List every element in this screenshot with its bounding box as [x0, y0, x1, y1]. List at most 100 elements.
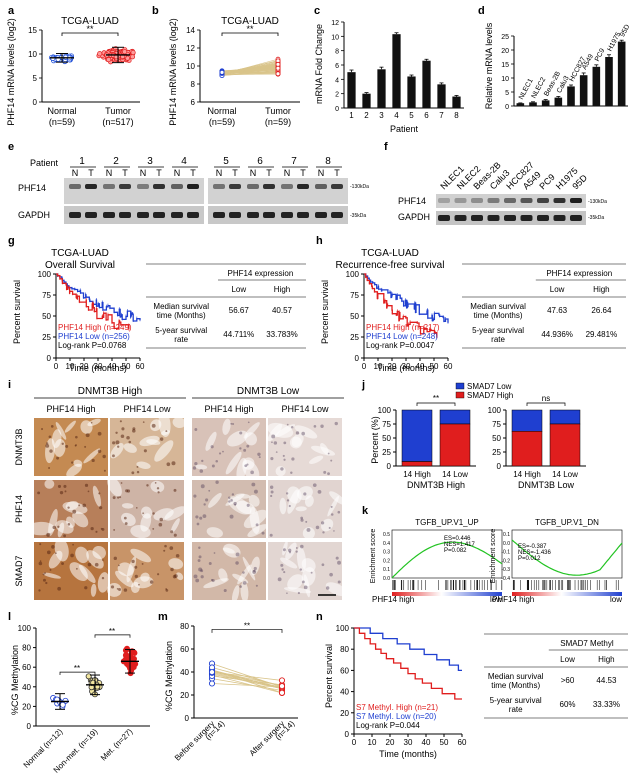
nucleus [103, 469, 106, 472]
x-tick-label: 30 [402, 362, 411, 371]
panel-letter: c [314, 5, 320, 17]
scatter-point [129, 54, 136, 60]
nucleus [270, 457, 274, 461]
nucleus [118, 564, 120, 567]
blot-bands [69, 184, 343, 218]
nucleus [87, 562, 92, 567]
significance-bracket [526, 402, 566, 406]
nucleus [142, 421, 145, 423]
legend-entry: S7 Methyl. Low (n=20) [356, 712, 437, 721]
km-plot: 0 10 20 30 40 50 60 0 25 50 75 100 PHF14 High (n=217… [346, 270, 453, 371]
band-gapdh [187, 212, 199, 218]
y-axis-label: PHF14 mRNA levels (log2) [6, 18, 16, 126]
patient-number: 1 [79, 156, 85, 167]
band-gapdh [153, 212, 165, 218]
x-axis-label: Time (months) [377, 363, 435, 373]
nucleus [287, 548, 292, 553]
scatter-point [275, 71, 281, 77]
x-axis-label: Patient [390, 124, 419, 134]
category-label: 3 [379, 111, 384, 120]
band-gapdh [331, 212, 343, 218]
bar [516, 103, 525, 106]
nucleus [54, 552, 57, 555]
y-tick-label: 100 [336, 624, 350, 633]
column-label: PHF14 Low [281, 404, 329, 414]
x-tick-label: 20 [388, 362, 397, 371]
nucleus [102, 454, 106, 459]
nucleus [223, 588, 227, 593]
patient-number: 8 [325, 156, 331, 167]
panel-a: a TCGA-LUAD PHF14 mRNA levels (log2) 0 5 1… [6, 5, 140, 127]
nucleus [300, 518, 304, 522]
nucleus [169, 546, 174, 550]
nucleus [175, 553, 180, 558]
lane-label: N [174, 168, 181, 178]
y-tick-label: 0.4 [383, 541, 390, 547]
lumen [130, 548, 152, 563]
y-tick-label: 0.1 [503, 532, 510, 538]
y-tick-label: 0 [33, 98, 38, 107]
lumen [75, 546, 89, 564]
nucleus [84, 445, 87, 448]
nucleus [75, 567, 78, 570]
nucleus [282, 454, 285, 457]
panel-letter: k [362, 505, 369, 517]
y-tick-label: 40 [22, 683, 31, 692]
nucleus [208, 489, 211, 492]
band-phf14 [137, 184, 149, 189]
table-row-label: rate [491, 335, 505, 344]
pair-line [211, 669, 283, 689]
nucleus [211, 579, 215, 583]
band-gapdh [570, 215, 582, 221]
nucleus [257, 452, 261, 456]
nucleus [119, 420, 122, 423]
nucleus [312, 483, 317, 488]
panel-g: g TCGA-LUAD Overall Survival Percent sur… [8, 235, 306, 373]
nucleus [215, 459, 218, 463]
ihc-tile [107, 476, 187, 539]
nucleus [246, 444, 250, 448]
lumen [140, 513, 152, 532]
nucleus [208, 562, 212, 565]
panel-title: TCGA-LUAD [221, 16, 279, 27]
significance-bracket [211, 629, 283, 633]
panel-letter: b [152, 5, 159, 17]
nucleus [97, 449, 102, 454]
bar [605, 57, 613, 106]
band-gapdh [213, 212, 225, 218]
lumen [136, 461, 151, 469]
panel-letter: h [316, 235, 323, 247]
nucleus [67, 523, 71, 526]
nucleus [327, 472, 330, 476]
nucleus [283, 441, 287, 445]
rank-label: PHF14 high [372, 595, 414, 604]
nucleus [163, 549, 166, 552]
lane-headers: 1N T2N T3N T4N T5N T6N T7N T8N T [70, 156, 342, 178]
group-label: Tumor [105, 106, 131, 116]
bar [377, 69, 386, 108]
nucleus [38, 589, 41, 592]
panel-letter: e [8, 141, 14, 153]
nucleus [250, 470, 254, 475]
band-phf14 [247, 184, 259, 189]
nucleus [247, 421, 250, 424]
nucleus [323, 470, 327, 474]
nucleus [215, 480, 219, 484]
lumen [267, 422, 294, 438]
nucleus [228, 500, 231, 503]
nucleus [41, 428, 44, 431]
scatter-point [208, 669, 216, 676]
y-tick-label: 5 [33, 74, 38, 83]
nucleus [136, 465, 139, 468]
summary-table: PHF14 expression Low High Median survivalti… [146, 263, 306, 349]
bar [579, 75, 588, 106]
group-n: (n=59) [265, 117, 291, 127]
lumen [222, 547, 235, 554]
lumen [237, 564, 252, 585]
scatter-point [97, 51, 103, 57]
panel-letter: d [478, 5, 485, 17]
nucleus [192, 466, 197, 470]
nucleus [305, 520, 308, 523]
nucleus [91, 458, 95, 463]
nucleus [173, 533, 177, 537]
